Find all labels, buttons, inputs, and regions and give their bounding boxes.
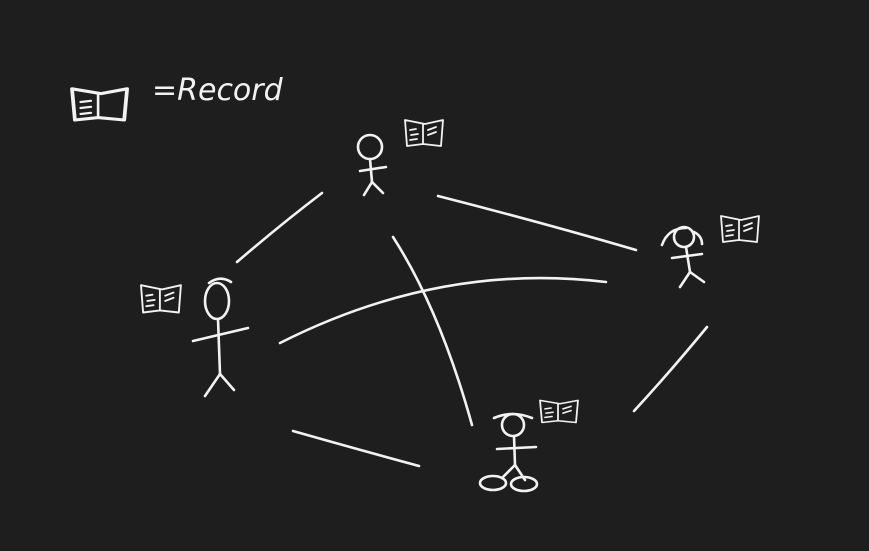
- person-left: [140, 277, 250, 398]
- legend: =Record: [70, 73, 284, 122]
- connections: [235, 191, 709, 468]
- record-icon: [720, 215, 760, 243]
- connection-right-bottom: [632, 325, 709, 413]
- legend-label: =Record: [152, 73, 284, 108]
- record-icon: [539, 399, 579, 424]
- person-bottom: [478, 399, 579, 493]
- person-icon: [478, 412, 539, 493]
- connection-top-right: [436, 194, 638, 252]
- connection-top-bottom: [391, 235, 474, 427]
- person-top: [356, 119, 444, 197]
- record-icon: [140, 284, 182, 314]
- record-icon: [70, 87, 129, 122]
- record-icon: [404, 119, 444, 147]
- connection-top-left: [235, 191, 324, 264]
- person-icon: [660, 225, 706, 289]
- person-icon: [356, 133, 388, 197]
- connection-left-bottom: [291, 429, 421, 468]
- person-icon: [191, 277, 250, 398]
- person-right: [660, 215, 760, 289]
- connection-left-right: [278, 276, 608, 345]
